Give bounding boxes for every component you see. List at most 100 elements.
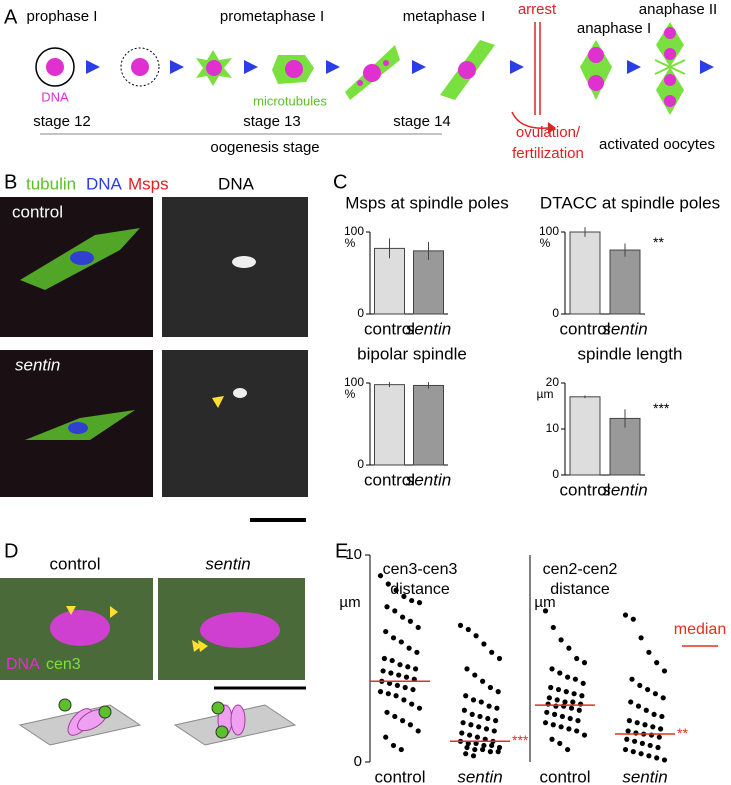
data-point — [482, 736, 488, 742]
data-point — [566, 645, 572, 651]
data-point — [476, 724, 482, 730]
y-tick-label: 100 — [539, 224, 559, 238]
data-point — [416, 600, 423, 606]
data-point — [473, 740, 479, 746]
chart-title: spindle length — [578, 344, 683, 363]
y-tick-label: 0 — [354, 753, 362, 770]
data-point — [407, 618, 413, 624]
data-point — [414, 649, 420, 655]
data-point — [558, 724, 564, 730]
data-point — [385, 691, 391, 697]
data-point — [622, 612, 629, 618]
data-point — [393, 693, 399, 699]
data-point — [387, 680, 393, 686]
panel-label: A — [4, 6, 18, 28]
data-point — [380, 668, 386, 674]
stage-name: prometaphase I — [220, 8, 324, 25]
data-point — [473, 633, 479, 639]
x-tick-label: control — [539, 767, 590, 785]
ovulation-label: fertilization — [512, 145, 584, 162]
data-point — [557, 740, 563, 746]
data-point — [480, 678, 486, 684]
data-point — [463, 693, 469, 699]
stage-label: stage 13 — [243, 113, 301, 130]
arrows — [86, 60, 714, 74]
data-point — [392, 608, 398, 614]
data-point — [542, 720, 549, 726]
dna-label: DNA — [41, 89, 69, 104]
data-point — [487, 749, 493, 755]
data-point — [409, 701, 415, 707]
data-point — [489, 649, 495, 655]
arrest-lines — [511, 22, 556, 134]
bar — [609, 249, 641, 315]
data-point — [654, 755, 660, 761]
data-point — [638, 751, 644, 757]
data-point — [545, 701, 551, 707]
bar — [569, 231, 601, 315]
y-tick-label: 0 — [552, 306, 559, 320]
legend-tubulin: tubulin — [26, 174, 76, 193]
x-tick-label: control — [364, 470, 415, 489]
y-tick-label: 0 — [552, 467, 559, 481]
y-tick-label: 0 — [357, 457, 364, 471]
data-point — [655, 744, 661, 751]
data-point — [549, 736, 555, 742]
data-point — [398, 639, 404, 645]
data-point — [478, 699, 484, 705]
data-point — [565, 674, 571, 680]
data-point — [496, 744, 503, 751]
data-point — [403, 674, 410, 680]
data-point — [581, 660, 588, 666]
data-point — [550, 722, 556, 728]
data-point — [464, 744, 470, 751]
arrest-label: arrest — [518, 1, 557, 18]
data-point — [659, 713, 665, 720]
data-point — [643, 707, 649, 713]
data-point — [638, 635, 644, 641]
data-point — [563, 689, 569, 695]
data-point — [578, 701, 584, 707]
microtubules-label: microtubules — [253, 93, 327, 108]
panel-label: D — [4, 540, 18, 562]
y-axis-label: µm — [339, 594, 360, 611]
y-tick-label: 20 — [546, 375, 560, 389]
data-point — [493, 718, 499, 724]
data-point — [394, 682, 400, 689]
data-point — [468, 722, 474, 728]
data-point — [392, 713, 398, 720]
data-point — [413, 666, 419, 672]
data-point — [487, 684, 493, 691]
data-point — [381, 655, 387, 662]
data-point — [645, 686, 651, 693]
cell-diagrams — [35, 22, 686, 115]
data-point — [384, 709, 390, 715]
bar — [609, 417, 641, 476]
data-point — [495, 689, 501, 695]
significance: *** — [653, 400, 670, 416]
data-point — [581, 732, 588, 738]
data-point — [650, 724, 656, 730]
ovulation-label: ovulation/ — [516, 124, 581, 141]
y-tick-label: 0 — [357, 306, 364, 320]
panel-label: E — [335, 540, 348, 562]
data-point — [383, 628, 389, 635]
data-point — [495, 749, 501, 755]
data-point — [480, 746, 486, 753]
data-point — [622, 746, 629, 753]
column-label: sentin — [205, 554, 250, 573]
data-point — [570, 699, 576, 705]
oogenesis-label: oogenesis stage — [210, 139, 319, 156]
column-label: control — [49, 554, 100, 573]
data-point — [574, 655, 580, 662]
row-label: control — [12, 202, 63, 221]
data-point — [397, 662, 403, 668]
data-point — [401, 697, 407, 703]
data-point — [558, 637, 564, 643]
data-point — [393, 587, 399, 593]
bar — [413, 384, 444, 466]
data-point — [383, 734, 389, 740]
data-point — [377, 689, 384, 695]
x-tick-label: sentin — [457, 767, 502, 785]
